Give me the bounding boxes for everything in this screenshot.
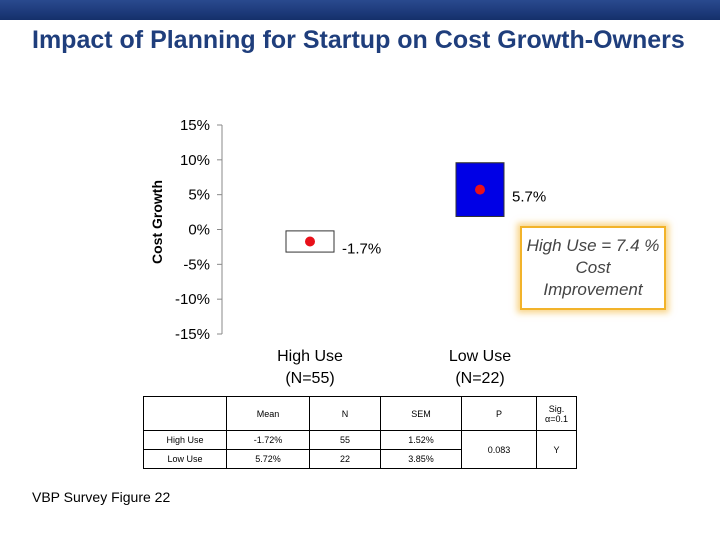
row-sem: 3.85% xyxy=(380,449,462,469)
stats-table: Mean N SEM P Sig. α=0.1 High Use -1.72% … xyxy=(143,396,577,469)
y-tick-label: 0% xyxy=(188,222,210,239)
category-label: High Use xyxy=(277,348,343,365)
row-label: Low Use xyxy=(143,449,227,469)
top-banner xyxy=(0,0,720,20)
category-label: (N=55) xyxy=(285,370,334,387)
y-tick-label: -5% xyxy=(183,256,210,273)
y-axis-title: Cost Growth xyxy=(149,180,165,264)
table-row: High Use -1.72% 55 1.52% 0.083 Y xyxy=(143,430,577,469)
data-label: 5.7% xyxy=(512,189,546,206)
figure-caption: VBP Survey Figure 22 xyxy=(32,489,171,505)
row-n: 55 xyxy=(309,430,381,450)
y-tick-label: 5% xyxy=(188,187,210,204)
row-sem: 1.52% xyxy=(380,430,462,450)
p-value: 0.083 xyxy=(461,430,537,469)
stats-header-row: Mean N SEM P Sig. α=0.1 xyxy=(143,396,577,431)
stats-header-mean: Mean xyxy=(226,396,310,431)
row-mean: 5.72% xyxy=(226,449,310,469)
stats-header-sem: SEM xyxy=(380,396,462,431)
row-mean: -1.72% xyxy=(226,430,310,450)
table-row: Low Use 5.72% 22 3.85% xyxy=(143,449,577,469)
slide-title: Impact of Planning for Startup on Cost G… xyxy=(32,26,685,54)
data-label: -1.7% xyxy=(342,240,381,257)
y-tick-label: 15% xyxy=(180,117,210,134)
chart: 15% 10% 5% 0% -5% -10% -15% Cost Growth -1.7% Hig… xyxy=(149,117,546,387)
category-label: Low Use xyxy=(449,348,511,365)
stats-header-blank xyxy=(143,396,227,431)
data-point xyxy=(305,236,315,247)
y-tick-label: -10% xyxy=(175,291,210,308)
category-label: (N=22) xyxy=(455,370,504,387)
y-tick-label: 10% xyxy=(180,152,210,169)
stats-header-n: N xyxy=(309,396,381,431)
stats-header-p: P xyxy=(461,396,537,431)
data-point xyxy=(475,184,485,195)
sig-value: Y xyxy=(536,430,577,469)
callout-text: High Use = 7.4 % Cost Improvement xyxy=(526,236,660,299)
callout-box: High Use = 7.4 % Cost Improvement xyxy=(520,226,666,310)
row-n: 22 xyxy=(309,449,381,469)
stats-header-sig: Sig. α=0.1 xyxy=(536,396,577,431)
y-tick-label: -15% xyxy=(175,326,210,343)
row-label: High Use xyxy=(143,430,227,450)
